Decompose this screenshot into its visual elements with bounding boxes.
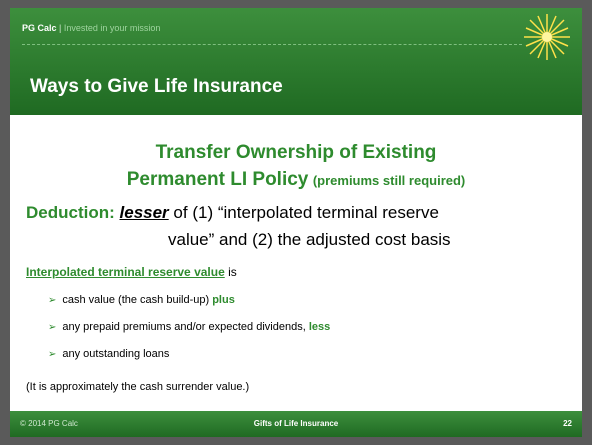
bullet: ➢ cash value (the cash build-up) plus [48,294,235,306]
deduction-label: Deduction: [26,203,115,222]
brand-strip: PG Calc | Invested in your mission [22,23,160,33]
heading-text: Permanent LI Policy [126,169,309,190]
definition-term: Interpolated terminal reserve value [26,265,225,279]
brand: PG Calc [22,23,57,33]
bullet: ➢ any outstanding loans [48,348,170,360]
definition: Interpolated terminal reserve value is [26,265,237,279]
footer-copyright: © 2014 PG Calc [20,419,78,428]
bullet-emphasis: less [308,321,331,333]
footer-title: Gifts of Life Insurance [253,419,339,428]
bullet-text: any prepaid premiums and/or expected div… [62,321,306,333]
heading-note: (premiums still required) [312,173,466,188]
header-band: PG Calc | Invested in your mission Ways … [10,8,582,115]
slide-title: Ways to Give Life Insurance [30,76,283,97]
bullet-text: cash value (the cash build-up) [62,294,210,306]
heading-line2: Permanent LI Policy (premiums still requ… [10,169,582,191]
page-number: 22 [563,419,572,428]
heading-line1: Transfer Ownership of Existing [155,142,437,163]
definition-text: is [228,265,237,279]
tagline: Invested in your mission [63,23,161,33]
footer-band: © 2014 PG Calc Gifts of Life Insurance 2… [10,411,582,437]
bullet-emphasis: plus [212,294,235,306]
deduction-text2: value” and (2) the adjusted cost basis [168,230,451,249]
slide: PG Calc | Invested in your mission Ways … [10,8,582,437]
deduction-text: of (1) “interpolated terminal reserve [173,203,439,222]
starburst [524,14,570,60]
bullet-text: any outstanding loans [62,348,170,360]
deduction-emphasis: lesser [119,203,169,222]
bullet: ➢ any prepaid premiums and/or expected di… [48,321,331,333]
dashed-rule [22,44,522,45]
deduction-line: Deduction: lesser of (1) “interpolated t… [26,203,439,223]
separator: | [59,23,62,33]
note: (It is approximately the cash surrender … [26,381,250,393]
